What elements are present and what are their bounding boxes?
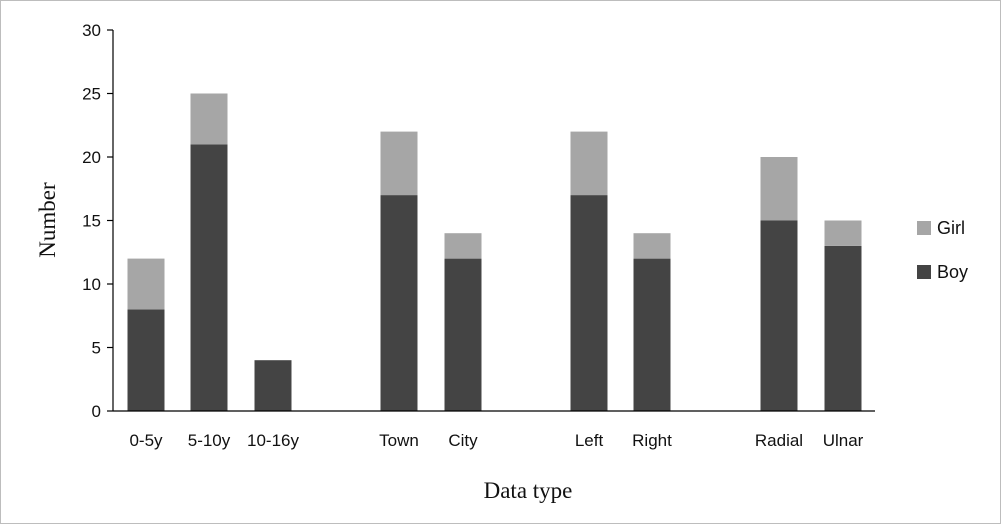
x-category-label: City <box>448 431 478 450</box>
x-category-label: 0-5y <box>129 431 163 450</box>
bar-boy-5-10y <box>190 144 228 412</box>
legend: Girl Boy <box>917 218 968 282</box>
bar-girl-radial <box>760 157 798 221</box>
legend-swatch-boy <box>917 265 931 279</box>
bar-boy-city <box>444 258 482 411</box>
bar-girl-city <box>444 233 482 259</box>
x-category-label: 10-16y <box>247 431 299 450</box>
y-axis-title: Number <box>35 182 60 258</box>
x-category-label: Right <box>632 431 672 450</box>
bar-girl-5-10y <box>190 93 228 145</box>
legend-label-girl: Girl <box>937 218 965 238</box>
bar-boy-town <box>380 195 418 411</box>
y-tick-label: 20 <box>82 148 101 167</box>
y-tick-label: 0 <box>92 402 101 421</box>
bar-girl-left <box>570 131 608 196</box>
bar-boy-0-5y <box>127 309 165 411</box>
y-tick-label: 30 <box>82 21 101 40</box>
x-category-label: Ulnar <box>823 431 864 450</box>
bar-girl-ulnar <box>824 220 862 246</box>
bar-boy-right <box>633 258 671 411</box>
bar-girl-right <box>633 233 671 259</box>
bar-boy-10-16y <box>254 360 292 411</box>
bar-boy-radial <box>760 220 798 411</box>
x-category-label: Left <box>575 431 604 450</box>
x-category-label: Radial <box>755 431 803 450</box>
legend-label-boy: Boy <box>937 262 968 282</box>
legend-swatch-girl <box>917 221 931 235</box>
y-tick-label: 15 <box>82 212 101 231</box>
bars-layer <box>127 93 862 412</box>
bar-boy-left <box>570 195 608 411</box>
bar-girl-town <box>380 131 418 196</box>
y-tick-label: 5 <box>92 339 101 358</box>
x-axis-title: Data type <box>484 478 573 503</box>
x-category-label: 5-10y <box>188 431 231 450</box>
labels-layer: 0 5 10 15 20 25 30 0-5y 5-10y 10-16y Town City Left R… <box>82 21 864 450</box>
y-tick-label: 10 <box>82 275 101 294</box>
axes-layer <box>107 29 875 412</box>
x-category-label: Town <box>379 431 419 450</box>
bar-boy-ulnar <box>824 245 862 411</box>
y-tick-label: 25 <box>82 85 101 104</box>
bar-girl-0-5y <box>127 258 165 310</box>
